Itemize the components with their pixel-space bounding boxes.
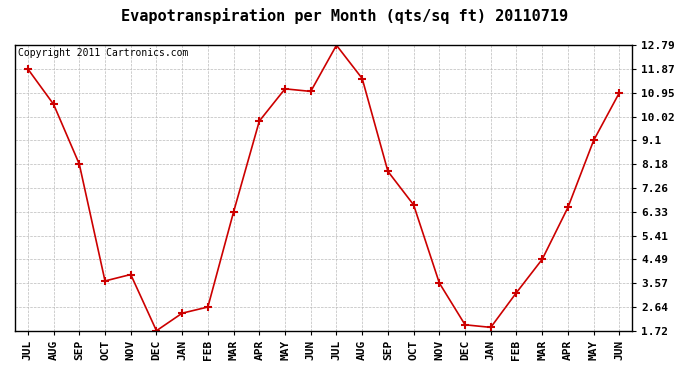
Text: Evapotranspiration per Month (qts/sq ft) 20110719: Evapotranspiration per Month (qts/sq ft)… — [121, 8, 569, 24]
Text: Copyright 2011 Cartronics.com: Copyright 2011 Cartronics.com — [18, 48, 188, 58]
